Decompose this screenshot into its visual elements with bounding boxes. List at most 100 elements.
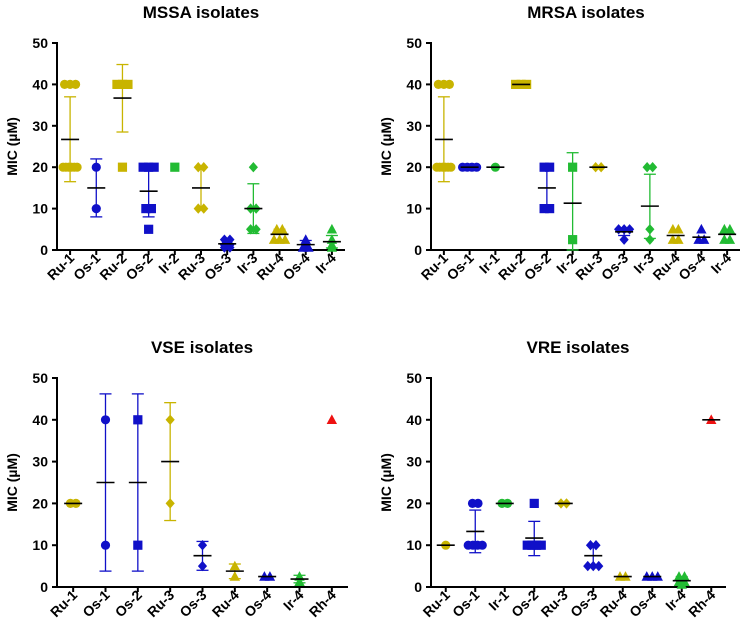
- y-tick-label: 30: [32, 454, 48, 470]
- series-os-1: [87, 158, 106, 218]
- data-point: [568, 235, 578, 245]
- y-tick-label: 0: [414, 579, 422, 595]
- data-point: [165, 414, 175, 425]
- y-tick-label: 0: [40, 242, 48, 258]
- data-point: [248, 162, 258, 173]
- data-point: [326, 414, 338, 424]
- data-point: [193, 162, 203, 173]
- series-ru-1: [436, 540, 455, 550]
- data-point: [619, 234, 629, 245]
- x-tick-label: Os-3: [598, 250, 631, 283]
- x-tick-label: Os-2: [521, 250, 554, 283]
- y-tick-label: 50: [32, 370, 48, 386]
- data-point: [133, 540, 143, 550]
- x-tick-label: Os-3: [567, 587, 600, 620]
- y-tick-label: 50: [32, 35, 48, 51]
- series-os-2: [537, 162, 556, 214]
- series-ru-3: [554, 498, 573, 509]
- y-tick-label: 20: [406, 495, 422, 511]
- data-point: [724, 223, 736, 234]
- y-tick-label: 50: [406, 370, 422, 386]
- series-ru-4: [268, 223, 291, 244]
- data-point: [112, 79, 122, 89]
- series-rh-4: [326, 414, 338, 424]
- series-ir-4: [322, 223, 341, 252]
- x-tick-label: Ru-1: [420, 587, 453, 620]
- chart-panel: MSSA isolates MIC (µM) 0 10 20 30 40 50 Ru-1Os-1…: [4, 3, 345, 283]
- y-tick-label: 10: [406, 201, 422, 217]
- data-point: [539, 162, 549, 172]
- x-tick-label: Os-4: [675, 250, 708, 283]
- series-ru-4: [666, 223, 685, 244]
- x-tick-label: Rh-4: [685, 587, 718, 620]
- x-tick-label: Ir-4: [280, 587, 307, 614]
- data-point: [594, 560, 604, 572]
- x-tick-label: Ru-2: [495, 250, 528, 283]
- series-os-2: [138, 162, 159, 234]
- y-tick-label: 20: [406, 159, 422, 175]
- data-point: [645, 224, 655, 235]
- data-point: [199, 203, 209, 214]
- data-point: [529, 498, 539, 508]
- x-tick-label: Os-1: [70, 250, 103, 283]
- data-point: [522, 540, 532, 550]
- data-point: [473, 498, 483, 508]
- data-point: [585, 540, 596, 551]
- chart-panel: MRSA isolates MIC (µM) 0 10 20 30 40 50 Ru-1Os-1…: [378, 3, 740, 283]
- series-ir-2: [170, 162, 180, 172]
- series-ru-3: [161, 402, 180, 522]
- series-os-4: [641, 571, 663, 581]
- series-os-3: [583, 540, 604, 572]
- x-tick-label: Ru-4: [597, 587, 630, 620]
- data-point: [583, 560, 593, 572]
- data-point: [645, 234, 655, 245]
- data-point: [724, 234, 736, 244]
- series-os-1: [96, 393, 115, 572]
- x-tick-label: Ru-1: [44, 250, 77, 283]
- y-tick-label: 40: [406, 76, 422, 92]
- data-point: [100, 540, 111, 550]
- y-tick-label: 10: [32, 537, 48, 553]
- data-point: [673, 223, 684, 234]
- data-point: [91, 204, 101, 214]
- y-tick-label: 40: [32, 412, 48, 428]
- data-point: [117, 162, 128, 172]
- data-point: [545, 204, 555, 214]
- y-tick-label: 0: [414, 242, 422, 258]
- series-os-3: [193, 540, 212, 572]
- data-point: [91, 162, 101, 172]
- x-tick-label: Rh-4: [306, 587, 339, 620]
- x-tick-label: Ir-4: [312, 250, 339, 277]
- series-ru-3: [192, 162, 210, 214]
- data-point: [648, 162, 658, 173]
- y-tick-label: 40: [32, 76, 48, 92]
- series-ru-4: [613, 571, 632, 581]
- series-os-1: [463, 498, 487, 554]
- data-point: [539, 204, 549, 214]
- series-ir-2: [563, 152, 582, 251]
- data-point: [568, 162, 578, 172]
- series-os-2: [522, 498, 546, 557]
- data-point: [141, 204, 151, 214]
- series-os-4: [258, 571, 277, 581]
- x-tick-label: Os-2: [508, 587, 541, 620]
- data-point: [326, 242, 338, 252]
- series-ru-1: [58, 79, 82, 183]
- x-tick-label: Os-4: [241, 587, 274, 620]
- y-tick-label: 30: [406, 118, 422, 134]
- data-point: [696, 223, 707, 234]
- x-tick-label: Os-2: [112, 587, 145, 620]
- data-point: [251, 224, 261, 235]
- x-tick-label: Ru-1: [47, 587, 80, 620]
- data-point: [444, 79, 454, 89]
- y-tick-label: 10: [32, 201, 48, 217]
- x-tick-label: Ru-4: [209, 587, 242, 620]
- series-os-4: [692, 223, 711, 244]
- data-point: [144, 162, 154, 172]
- data-point: [229, 560, 241, 571]
- y-tick-label: 30: [32, 118, 48, 134]
- data-point: [536, 540, 546, 550]
